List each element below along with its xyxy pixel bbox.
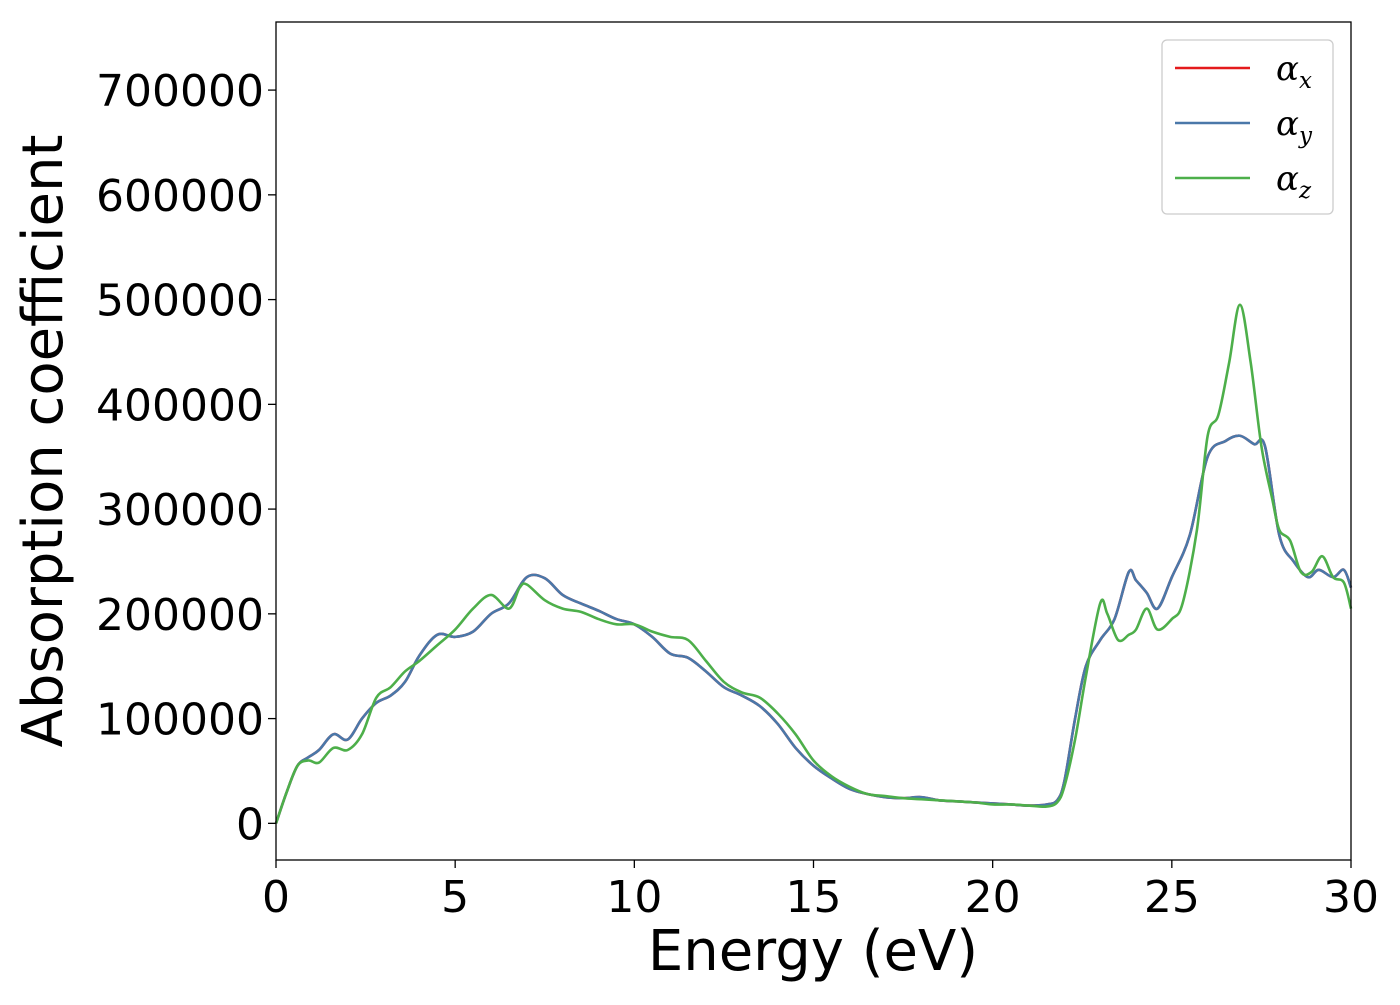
y-tick-label: 300000: [96, 485, 264, 536]
y-tick-label: 200000: [96, 590, 264, 641]
series-lines: [274, 303, 1353, 824]
y-tick-label: 600000: [96, 171, 264, 222]
x-axis-title: Energy (eV): [648, 919, 978, 984]
legend-subscript: z: [1298, 178, 1312, 204]
legend-subscript: x: [1299, 68, 1312, 94]
x-tick-label: 10: [606, 872, 662, 923]
y-tick-label: 400000: [96, 380, 264, 431]
x-tick-label: 0: [262, 872, 290, 923]
y-tick-label: 100000: [96, 695, 264, 746]
legend-subscript: y: [1298, 123, 1313, 149]
x-tick-label: 20: [965, 872, 1021, 923]
axis-ticks: 0 5 10 15 20 25 30 0 100000 200000 300000 400000 500…: [96, 66, 1379, 923]
y-tick-label: 700000: [96, 66, 264, 117]
y-tick-label: 500000: [96, 276, 264, 327]
x-tick-label: 25: [1144, 872, 1200, 923]
y-axis-title: Absorption coefficient: [11, 135, 76, 748]
legend-box: [1161, 39, 1334, 215]
y-tick-label: 0: [236, 799, 264, 850]
series-line-y: [274, 434, 1353, 824]
series-line-z: [274, 303, 1353, 824]
x-tick-label: 30: [1323, 872, 1379, 923]
x-tick-label: 15: [786, 872, 842, 923]
x-tick-label: 5: [441, 872, 469, 923]
